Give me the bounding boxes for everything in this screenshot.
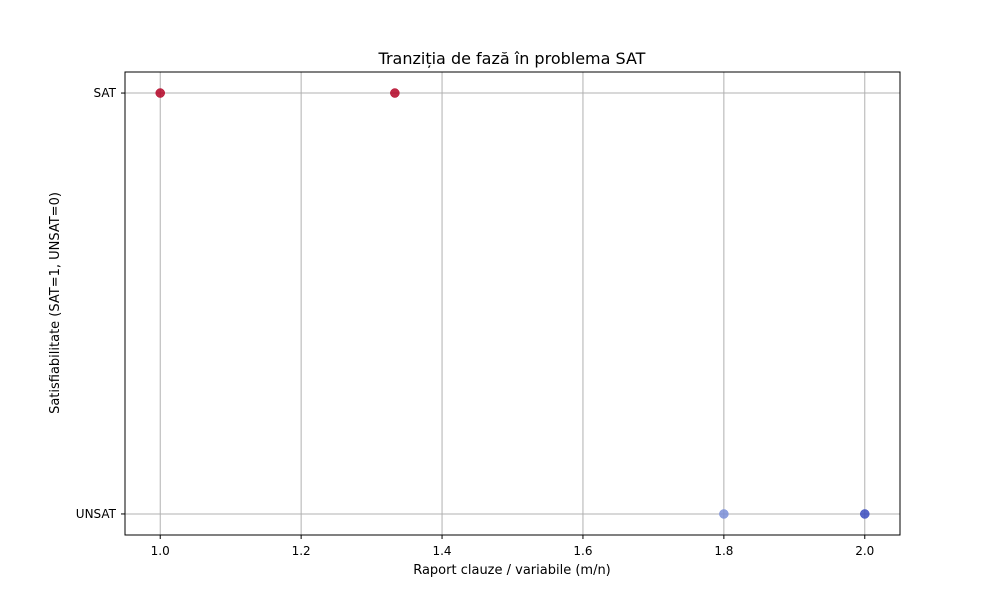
data-points — [155, 88, 870, 519]
axis-ticks: 1.0 1.2 1.4 1.6 1.8 2.0 UNSAT SAT — [76, 86, 875, 558]
axes-frame — [124, 71, 901, 536]
x-tick-label: 1.0 — [151, 544, 170, 558]
y-axis-label: Satisfiabilitate (SAT=1, UNSAT=0) — [48, 192, 63, 414]
data-point — [719, 509, 729, 519]
data-point — [860, 509, 870, 519]
x-tick-label: 1.4 — [432, 544, 451, 558]
data-point — [390, 88, 400, 98]
y-tick-label: SAT — [94, 86, 117, 100]
grid — [125, 72, 900, 535]
x-tick-label: 2.0 — [855, 544, 874, 558]
x-tick-label: 1.2 — [292, 544, 311, 558]
x-tick-label: 1.8 — [714, 544, 733, 558]
x-tick-label: 1.6 — [573, 544, 592, 558]
x-axis-label: Raport clauze / variabile (m/n) — [413, 563, 611, 578]
chart-title: Tranziția de fază în problema SAT — [378, 49, 646, 68]
data-point — [155, 88, 165, 98]
y-tick-label: UNSAT — [76, 507, 117, 521]
